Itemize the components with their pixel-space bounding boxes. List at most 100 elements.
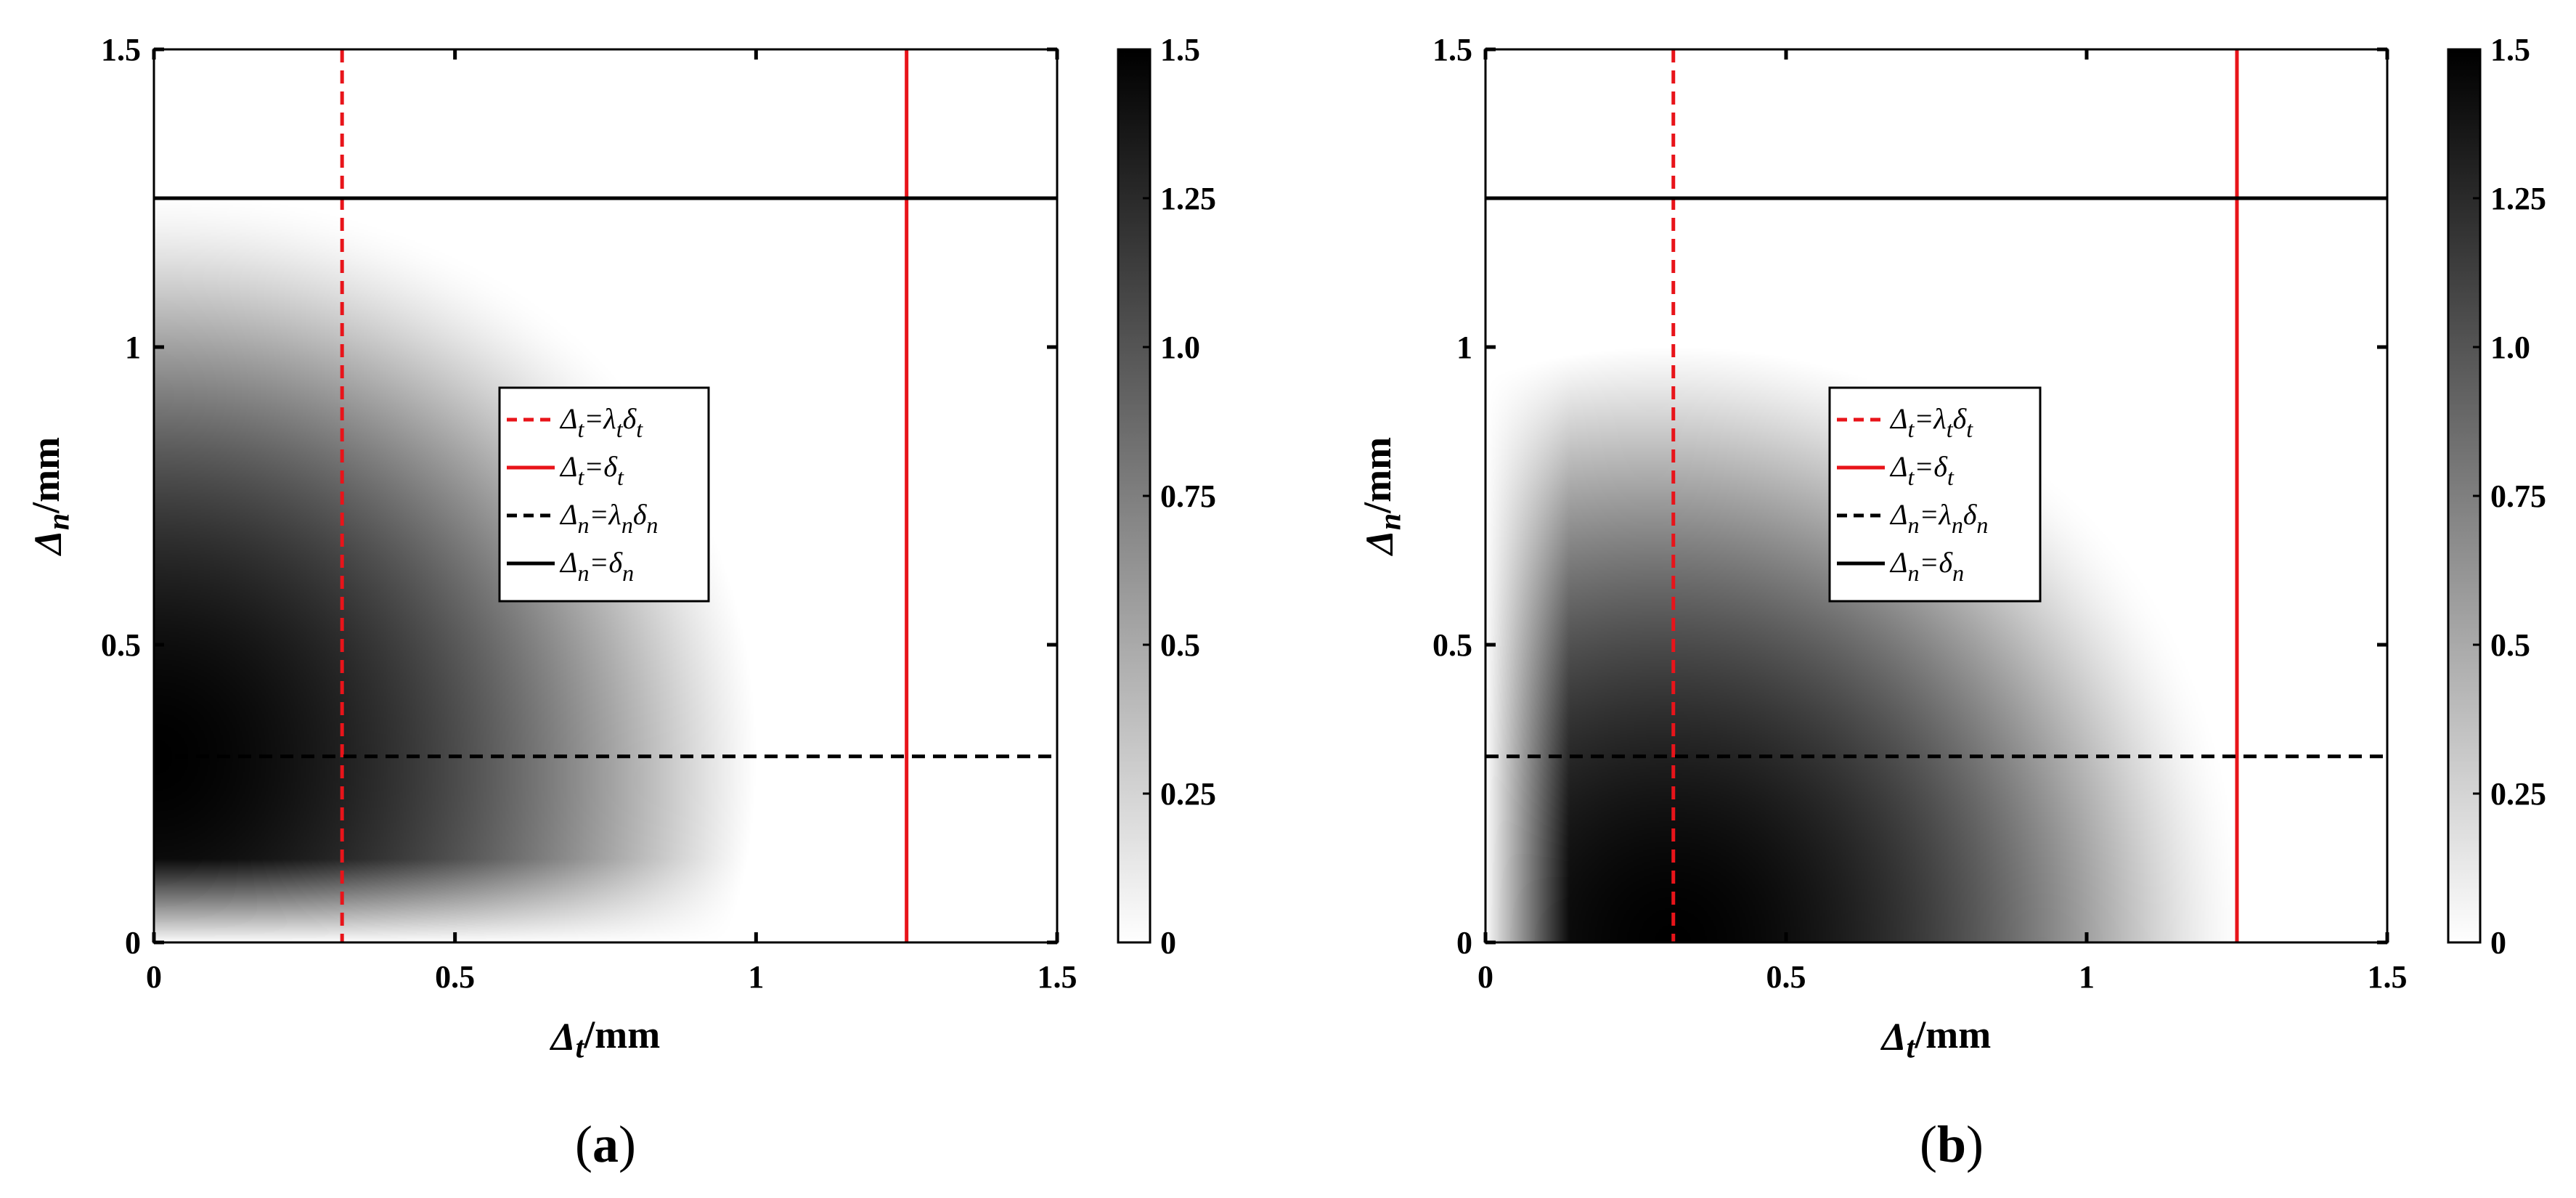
x-axis-unit: /mm (1914, 1013, 1991, 1056)
x-tick-label: 1 (748, 959, 764, 995)
legend-box (498, 386, 710, 603)
y-tick-label: 0 (125, 925, 141, 961)
legend-text-part: t (1966, 416, 1973, 442)
legend-text-part: δ (1953, 402, 1968, 435)
legend-entry-1: Δt=λtδt (559, 402, 643, 442)
colorbar-tick-label: 0.25 (2490, 776, 2546, 812)
panel-label-open: ( (575, 1115, 592, 1173)
panel-label-letter: b (1937, 1115, 1966, 1173)
x-tick-label: 0.5 (1766, 959, 1806, 995)
legend-entry-2: Δt=δt (1889, 450, 1955, 490)
legend-text-part: n (1907, 560, 1919, 586)
x-tick-label: 0 (1477, 959, 1493, 995)
legend-text-part: Δ (1889, 402, 1907, 435)
legend-entry-3: Δn=λnδn (559, 498, 658, 538)
legend-text-part: δ (1963, 498, 1978, 531)
x-tick-label: 1.5 (2368, 959, 2408, 995)
x-axis-symbol: Δ (550, 1015, 576, 1059)
panel-label-close: ) (1966, 1115, 1984, 1173)
legend-text-part: n (646, 512, 658, 538)
legend-text-part: δ (633, 498, 648, 531)
legend-text-part: Δ (559, 450, 577, 483)
y-tick-label: 0 (1456, 925, 1472, 961)
panel-label: (a) (575, 1115, 636, 1173)
legend-entry-1: Δt=λtδt (1889, 402, 1973, 442)
legend-text-part: t (616, 416, 624, 442)
x-axis-subscript: t (576, 1031, 585, 1065)
colorbar-tick-label: 0.5 (1160, 627, 1200, 663)
y-axis-symbol: Δ (1358, 530, 1401, 556)
legend-entry-2: Δt=δt (559, 450, 624, 490)
legend-text-part: t (577, 416, 584, 442)
legend-entry-4: Δn=δn (559, 546, 634, 586)
legend-text-part: n (1952, 512, 1963, 538)
y-tick-label: 1 (1456, 330, 1472, 365)
legend-text-part: t (1907, 416, 1915, 442)
colorbar-tick-label: 0.5 (2490, 627, 2530, 663)
colorbar-tick-label: 1.0 (2490, 330, 2530, 365)
colorbar-tick-label: 0.75 (2490, 478, 2546, 514)
legend-box (1828, 386, 2042, 603)
y-tick-label: 0.5 (101, 627, 141, 663)
legend-text-part: Δ (559, 498, 577, 531)
y-tick-label: 1 (125, 330, 141, 365)
y-tick-label: 1.5 (1432, 32, 1472, 68)
legend-text-part: =δ (1919, 546, 1953, 579)
legend-text-part: n (577, 512, 589, 538)
y-tick-label: 0.5 (1432, 627, 1472, 663)
axes-box (1484, 48, 2389, 944)
legend-text-part: t (577, 464, 584, 490)
colorbar-tick-label: 0 (2490, 925, 2506, 961)
legend-text-part: n (621, 512, 633, 538)
legend-entry-3: Δn=λnδn (1889, 498, 1988, 538)
panel-label: (b) (1920, 1115, 1984, 1173)
legend-text-part: n (1907, 512, 1919, 538)
legend-text-part: Δ (1889, 450, 1907, 483)
legend-text-part: Δ (1889, 546, 1907, 579)
x-tick-label: 0 (146, 959, 162, 995)
legend-text-part: =λ (584, 402, 616, 435)
legend-text-part: t (1947, 416, 1954, 442)
panel-label-close: ) (619, 1115, 636, 1173)
y-axis-unit: /mm (24, 437, 68, 514)
legend-text-part: Δ (1889, 498, 1907, 531)
x-axis-unit: /mm (583, 1013, 660, 1056)
y-axis-unit: /mm (1356, 437, 1399, 514)
legend-text-part: δ (623, 402, 637, 435)
x-axis-label: Δt/mm (550, 1013, 661, 1065)
legend-text-part: =δ (589, 546, 623, 579)
legend-text-part: =δ (584, 450, 618, 483)
legend-text-part: n (1976, 512, 1988, 538)
legend-text-part: t (1907, 464, 1915, 490)
chart-panel-b: 0 0.5 1 1.500.511.5Δt/mmΔn/mm00.250.50.751.… (1356, 32, 2546, 1173)
colorbar-tick-label: 0.75 (1160, 478, 1216, 514)
colorbar-tick-label: 1.0 (1160, 330, 1200, 365)
legend-text-part: =λ (1919, 498, 1951, 531)
legend-text-part: t (1947, 464, 1955, 490)
y-axis-label: Δn/mm (1356, 437, 1408, 556)
legend-text-part: Δ (559, 546, 577, 579)
legend-text-part: t (617, 464, 624, 490)
x-axis-label: Δt/mm (1880, 1013, 1992, 1065)
legend-text-part: =λ (1914, 402, 1946, 435)
y-axis-subscript: n (1374, 513, 1408, 530)
colorbar-tick-label: 0.25 (1160, 776, 1216, 812)
colorbar-tick-label: 0 (1160, 925, 1176, 961)
legend-text-part: =δ (1914, 450, 1948, 483)
y-axis-label: Δn/mm (24, 437, 76, 556)
colorbar-tick-label: 1.5 (2490, 32, 2530, 68)
legend-text-part: =λ (589, 498, 621, 531)
x-tick-label: 0.5 (435, 959, 475, 995)
panel-label-letter: a (592, 1115, 619, 1173)
legend-text-part: n (577, 560, 589, 586)
legend-text-part: t (636, 416, 643, 442)
legend-text-part: Δ (559, 402, 577, 435)
axes-box (152, 48, 1059, 944)
legend-text-part: n (622, 560, 634, 586)
panel-label-open: ( (1920, 1115, 1937, 1173)
y-tick-label: 1.5 (101, 32, 141, 68)
colorbar-tick-label: 1.25 (1160, 181, 1216, 216)
colorbar-tick-label: 1.25 (2490, 181, 2546, 216)
